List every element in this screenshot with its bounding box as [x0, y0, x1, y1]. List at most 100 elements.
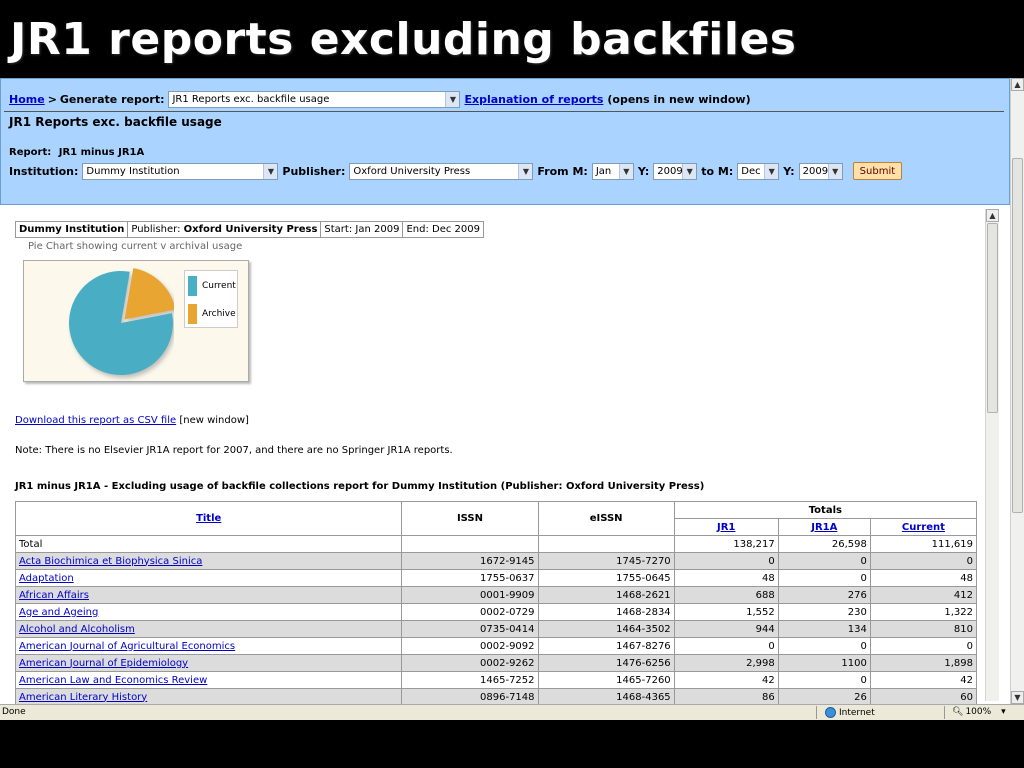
journal-title-link[interactable]: American Journal of Agricultural Economi…: [19, 640, 236, 652]
scroll-down-icon[interactable]: ▼: [1011, 691, 1024, 704]
title-cell: Alcohol and Alcoholism: [14, 620, 403, 638]
pie-chart-svg: [68, 268, 174, 375]
filter-row: Institution: Dummy Institution ▼ Publish…: [9, 161, 903, 181]
title-cell: American Literary History: [14, 688, 403, 704]
pie-chart-caption: Pie Chart showing current v archival usa…: [28, 241, 243, 252]
table-row: Adaptation 1755-0637 1755-0645 48 0 48: [14, 569, 978, 587]
to-year-select[interactable]: 2009 ▼: [798, 162, 843, 180]
outer-scroll-thumb[interactable]: [1012, 158, 1023, 513]
jr1a-cell: 0: [777, 671, 871, 689]
journal-title-link[interactable]: Adaptation: [19, 572, 74, 584]
publisher-select[interactable]: Oxford University Press ▼: [349, 162, 534, 180]
table-title: JR1 minus JR1A - Excluding usage of back…: [15, 481, 705, 492]
eissn-cell: 1467-8276: [537, 637, 675, 655]
journal-title-link[interactable]: American Journal of Epidemiology: [19, 657, 189, 669]
col-issn-header: ISSN: [401, 501, 539, 536]
title-cell: American Law and Economics Review: [14, 671, 403, 689]
jr1a-cell: 26: [777, 688, 871, 704]
frame-scrollbar[interactable]: ▲: [985, 209, 999, 701]
csv-download-suffix: [new window]: [179, 415, 249, 426]
report-type-label: Report:: [9, 147, 52, 158]
title-cell: American Journal of Agricultural Economi…: [14, 637, 403, 655]
jr1a-cell: 1100: [777, 654, 871, 672]
legend-swatch-archive: [188, 304, 197, 324]
from-year-select[interactable]: 2009 ▼: [653, 162, 698, 180]
legend-label-archive: Archive: [202, 309, 236, 319]
sort-by-current-link[interactable]: Current: [901, 521, 945, 533]
jr1-cell: 688: [673, 586, 779, 604]
institution-label: Institution:: [9, 164, 79, 178]
home-link[interactable]: Home: [9, 92, 45, 106]
report-type-select[interactable]: JR1 Reports exc. backfile usage ▼: [168, 90, 461, 108]
explanation-link[interactable]: Explanation of reports: [464, 92, 604, 106]
summary-institution: Dummy Institution: [14, 221, 129, 238]
summary-publisher: Publisher: Oxford University Press: [127, 221, 322, 238]
chevron-down-icon: ▾: [1001, 707, 1006, 717]
sort-by-jr1-link[interactable]: JR1: [717, 521, 736, 533]
report-summary-table: Dummy Institution Publisher: Oxford Univ…: [14, 221, 484, 238]
eissn-cell: 1468-2834: [537, 603, 675, 621]
report-table: Title ISSN eISSN Totals JR1 JR1A Current…: [14, 501, 978, 704]
col-eissn-header: eISSN: [537, 501, 675, 536]
col-jr1a-header: JR1A: [777, 518, 871, 536]
issn-cell: 0735-0414: [401, 620, 539, 638]
jr1a-cell: 134: [777, 620, 871, 638]
to-month-label: to M:: [701, 164, 734, 178]
current-cell: 412: [869, 586, 978, 604]
submit-button[interactable]: Submit: [852, 162, 903, 180]
sort-by-jr1a-link[interactable]: JR1A: [811, 521, 838, 533]
sort-by-title-link[interactable]: Title: [196, 513, 222, 524]
current-cell: 60: [869, 688, 978, 704]
csv-download-line: Download this report as CSV file [new wi…: [15, 415, 249, 426]
explanation-suffix: (opens in new window): [607, 92, 751, 106]
eissn-cell: 1468-4365: [537, 688, 675, 704]
slide-title: JR1 reports excluding backfiles: [10, 14, 797, 65]
eissn-cell: 1755-0645: [537, 569, 675, 587]
institution-select[interactable]: Dummy Institution ▼: [82, 162, 279, 180]
csv-download-link[interactable]: Download this report as CSV file: [15, 415, 177, 426]
jr1-cell: 1,552: [673, 603, 779, 621]
table-row: African Affairs 0001-9909 1468-2621 688 276 4…: [14, 586, 978, 604]
chevron-down-icon: ▼: [263, 163, 278, 179]
eissn-cell: 1468-2621: [537, 586, 675, 604]
divider: [816, 706, 817, 719]
to-year-value: 2009: [802, 165, 829, 177]
jr1-cell: 42: [673, 671, 779, 689]
current-cell: 1,322: [869, 603, 978, 621]
total-row: Total 138,217 26,598 111,619: [14, 535, 978, 553]
journal-title-link[interactable]: American Law and Economics Review: [19, 674, 208, 686]
zoom-control[interactable]: 🔍︎ 100% ▾: [952, 707, 1006, 717]
journal-title-link[interactable]: Acta Biochimica et Biophysica Sinica: [19, 555, 203, 567]
journal-title-link[interactable]: American Literary History: [19, 691, 148, 703]
table-row: Age and Ageing 0002-0729 1468-2834 1,552 230…: [14, 603, 978, 621]
journal-title-link[interactable]: African Affairs: [19, 589, 89, 601]
jr1-cell: 86: [673, 688, 779, 704]
issn-cell: 0002-0729: [401, 603, 539, 621]
jr1-cell: 0: [673, 637, 779, 655]
jr1a-cell: 230: [777, 603, 871, 621]
publisher-label: Publisher:: [282, 164, 346, 178]
title-cell: Age and Ageing: [14, 603, 403, 621]
frame-scroll-thumb[interactable]: [987, 223, 998, 413]
divider: [944, 706, 945, 719]
scroll-up-icon[interactable]: ▲: [986, 209, 999, 222]
jr1a-cell: 0: [777, 552, 871, 570]
summary-publisher-label: Publisher:: [131, 224, 181, 235]
chevron-down-icon: ▼: [518, 163, 533, 179]
eissn-cell: 1476-6256: [537, 654, 675, 672]
legend-item-archive: Archive: [188, 304, 236, 324]
to-month-select[interactable]: Dec ▼: [737, 162, 780, 180]
from-month-value: Jan: [595, 165, 612, 177]
scroll-up-icon[interactable]: ▲: [1011, 78, 1024, 91]
summary-publisher-value: Oxford University Press: [183, 224, 318, 235]
journal-title-link[interactable]: Alcohol and Alcoholism: [19, 623, 135, 635]
divider: [4, 111, 1004, 112]
journal-title-link[interactable]: Age and Ageing: [19, 606, 99, 618]
col-jr1-header: JR1: [673, 518, 779, 536]
from-month-label: From M:: [537, 164, 588, 178]
legend-swatch-current: [188, 276, 197, 296]
col-totals-header: Totals: [673, 501, 978, 519]
from-month-select[interactable]: Jan ▼: [591, 162, 634, 180]
to-month-value: Dec: [741, 165, 761, 177]
outer-scrollbar[interactable]: ▲ ▼: [1010, 78, 1024, 704]
